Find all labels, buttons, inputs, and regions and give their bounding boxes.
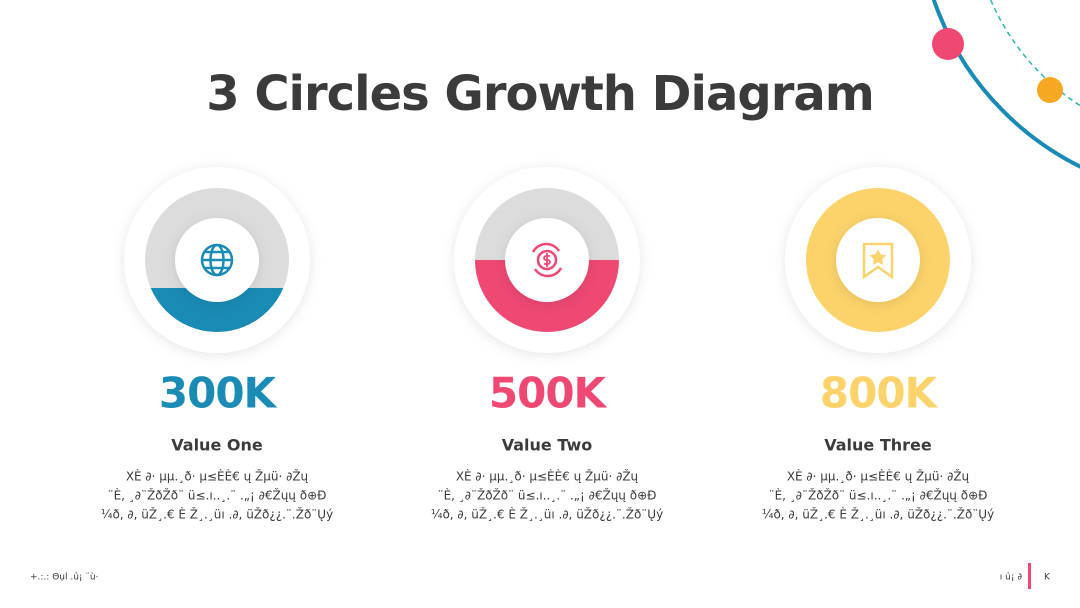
growth-circle: [785, 167, 971, 353]
globe-icon: [200, 243, 234, 277]
item-label: Value Two: [502, 436, 593, 455]
page-number: K: [1044, 573, 1051, 583]
item-value: 500K: [489, 369, 608, 418]
item-description: XÈ ∂· µµ.¸ð· µ≤ÈÈ€ ų Žµü· ∂Žų: [787, 469, 970, 484]
footer-divider: [1028, 563, 1031, 589]
item-description: ¼ð, ∂, üŽ¸.€ È Ž¸.¸üı .∂, üŽð¿¿.¨.Žð¨Ųý: [431, 507, 663, 522]
bookmark-icon: [862, 242, 894, 280]
item-description: XÈ ∂· µµ.¸ð· µ≤ÈÈ€ ų Žµü· ∂Žų: [456, 469, 639, 484]
item-description: ¼ð, ∂, üŽ¸.€ È Ž¸.¸üı .∂, üŽð¿¿.¨.Žð¨Ųý: [762, 507, 994, 522]
growth-circle: [454, 167, 640, 353]
item-description: ¼ð, ∂, üŽ¸.€ È Ž¸.¸üı .∂, üŽð¿¿.¨.Žð¨Ųý: [101, 507, 333, 522]
item-description: ¨È, ¸∂¨ŽðŽð¨ ü≤.ı..¸.¨ .„¡ ∂€Žųų ð⊕Ð: [108, 488, 327, 503]
footer-left: +.:.: Θụl .ủ¡ ¨ù·: [30, 572, 98, 583]
money-icon: [531, 242, 563, 278]
decoration: [931, 0, 1080, 169]
item-description: ¨È, ¸∂¨ŽðŽð¨ ü≤.ı..¸.¨ .„¡ ∂€Žųų ð⊕Ð: [438, 488, 657, 503]
footer-right: ı ủ¡ ∂: [1000, 572, 1023, 583]
slide-title: 3 Circles Growth Diagram: [206, 66, 874, 122]
item-value: 300K: [159, 369, 278, 418]
item-label: Value One: [171, 436, 263, 455]
item-description: XÈ ∂· µµ.¸ð· µ≤ÈÈ€ ų Žµü· ∂Žų: [126, 469, 309, 484]
growth-circle: [124, 167, 310, 353]
item-description: ¨È, ¸∂¨ŽðŽð¨ ü≤.ı..¸.¨ .„¡ ∂€Žųų ð⊕Ð: [769, 488, 988, 503]
item-value: 800K: [820, 369, 939, 418]
item-label: Value Three: [824, 436, 932, 455]
